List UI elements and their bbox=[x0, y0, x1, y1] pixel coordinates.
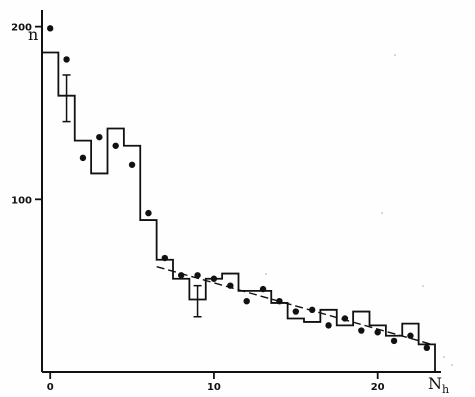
paper-speck bbox=[394, 54, 396, 56]
data-point bbox=[79, 154, 87, 162]
data-point bbox=[227, 282, 234, 289]
data-point bbox=[308, 306, 316, 314]
data-point bbox=[46, 25, 54, 32]
paper-speck bbox=[265, 273, 267, 275]
data-point bbox=[128, 161, 136, 168]
x-axis-title-main: N bbox=[428, 374, 442, 393]
points-layer bbox=[46, 25, 431, 352]
data-point bbox=[358, 327, 365, 334]
data-point bbox=[325, 322, 332, 329]
histogram-step-line bbox=[42, 51, 436, 372]
data-point bbox=[63, 56, 70, 63]
histogram-layer bbox=[42, 51, 436, 372]
paper-speck bbox=[381, 212, 383, 214]
data-point bbox=[259, 285, 267, 293]
x-tick-label: 20 bbox=[371, 382, 385, 393]
y-axis-title: n bbox=[28, 25, 38, 44]
data-point bbox=[194, 272, 201, 279]
paper-specks bbox=[265, 54, 453, 366]
data-point bbox=[423, 344, 431, 352]
data-point bbox=[341, 315, 349, 322]
data-point bbox=[243, 298, 250, 305]
data-point bbox=[177, 272, 185, 279]
data-point bbox=[210, 275, 218, 282]
paper-speck bbox=[451, 364, 453, 366]
data-point bbox=[112, 142, 119, 149]
paper-speck bbox=[443, 356, 445, 358]
data-point bbox=[276, 298, 283, 305]
paper-speck bbox=[422, 285, 424, 287]
data-point bbox=[292, 308, 300, 315]
data-point bbox=[374, 329, 381, 336]
x-axis-title: Nh bbox=[428, 374, 449, 396]
y-tick-label: 100 bbox=[11, 195, 32, 206]
axes-group bbox=[35, 10, 441, 379]
x-tick-label: 10 bbox=[207, 382, 221, 393]
data-point bbox=[96, 133, 103, 141]
data-point bbox=[407, 332, 414, 339]
x-axis-title-subscript: h bbox=[442, 383, 449, 396]
y-tick-label: 200 bbox=[11, 23, 32, 34]
data-point bbox=[145, 209, 152, 217]
data-point bbox=[161, 254, 169, 262]
error-bars-layer bbox=[62, 74, 202, 318]
data-point bbox=[390, 337, 398, 345]
x-tick-label: 0 bbox=[47, 382, 54, 393]
